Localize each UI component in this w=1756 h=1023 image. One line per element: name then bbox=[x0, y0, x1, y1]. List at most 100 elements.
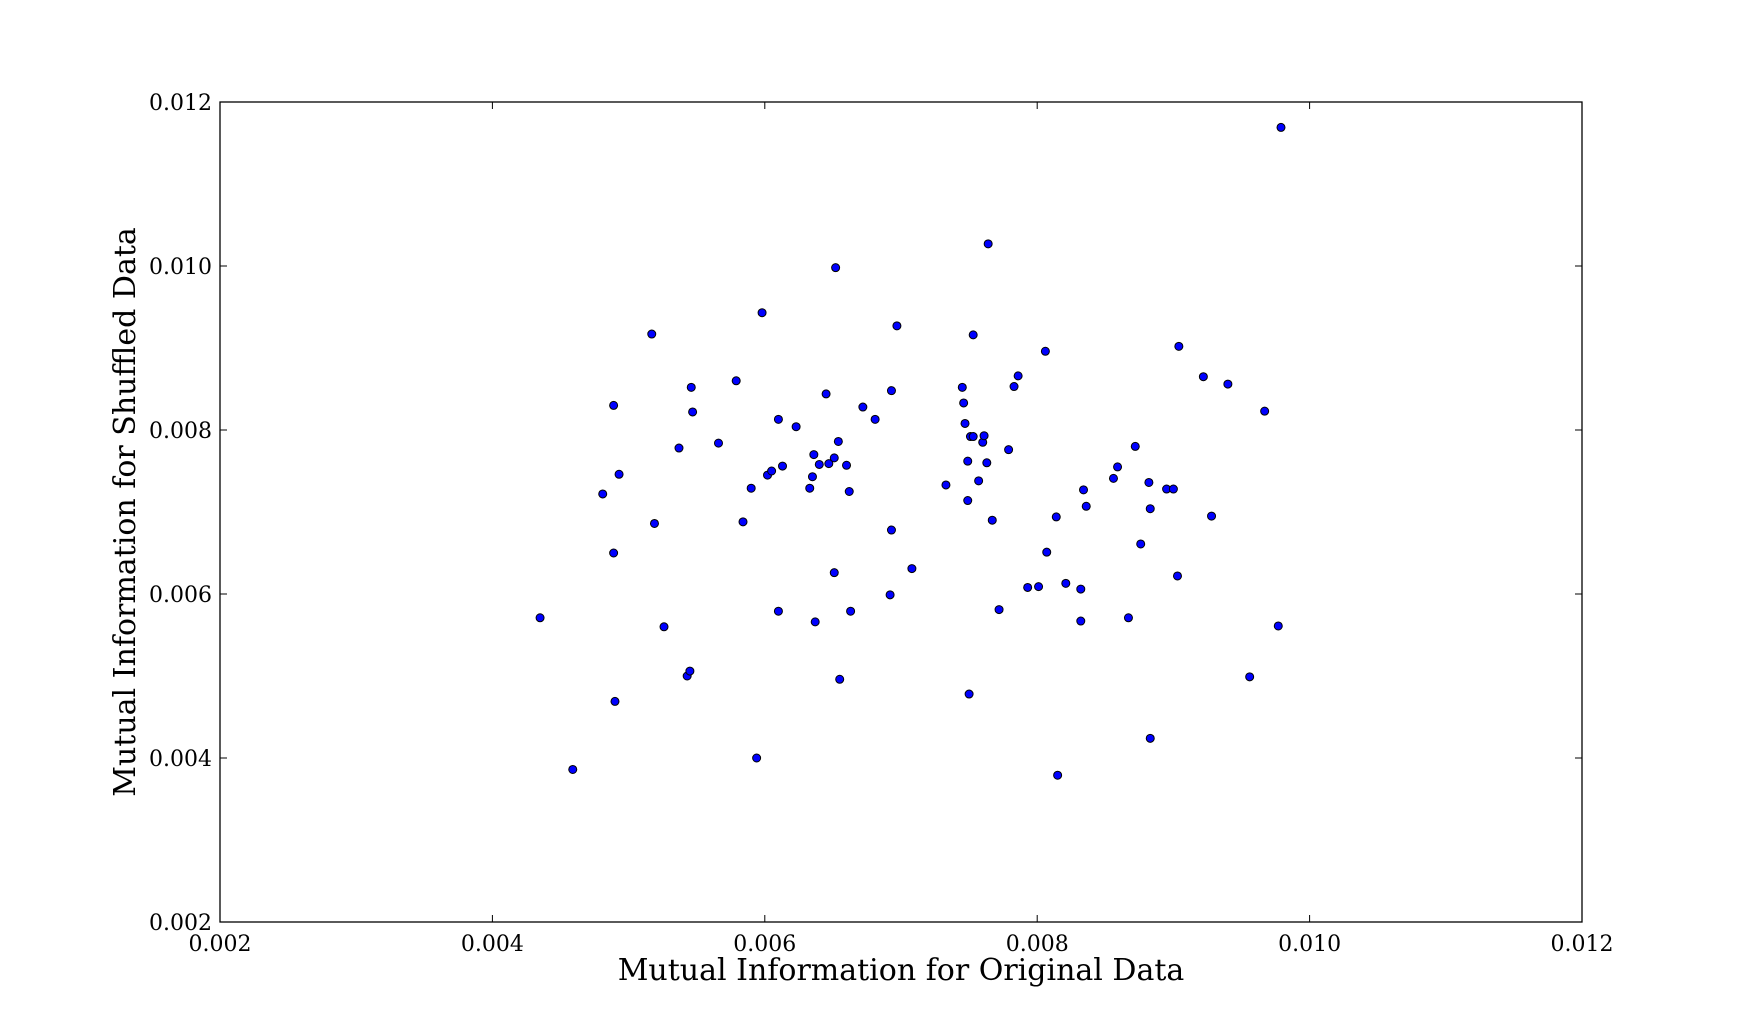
data-point bbox=[1145, 733, 1155, 743]
data-point bbox=[963, 456, 973, 466]
data-point bbox=[1040, 346, 1050, 356]
data-point bbox=[885, 590, 895, 600]
data-point bbox=[713, 438, 723, 448]
x-tick-label: 0.010 bbox=[1278, 932, 1341, 957]
data-point bbox=[831, 263, 841, 273]
y-tick-label: 0.008 bbox=[149, 419, 212, 444]
data-point bbox=[814, 459, 824, 469]
data-point bbox=[609, 548, 619, 558]
data-point bbox=[846, 606, 856, 616]
data-point bbox=[829, 568, 839, 578]
data-point bbox=[1042, 547, 1052, 557]
data-point bbox=[609, 400, 619, 410]
data-point bbox=[1013, 371, 1023, 381]
x-tick-label: 0.012 bbox=[1551, 932, 1614, 957]
data-point bbox=[757, 308, 767, 318]
axis-ticks: 0.002 0.004 0.006 0.008 0.010 0.012 0.002 0.004… bbox=[149, 91, 1613, 957]
data-point bbox=[1023, 582, 1033, 592]
data-point bbox=[649, 518, 659, 528]
x-tick-label: 0.004 bbox=[461, 932, 524, 957]
data-point bbox=[821, 389, 831, 399]
data-point bbox=[809, 450, 819, 460]
data-point bbox=[957, 382, 967, 392]
y-axis-title: Mutual Information for Shuffled Data bbox=[108, 227, 143, 797]
data-point bbox=[870, 414, 880, 424]
data-point bbox=[835, 674, 845, 684]
data-point bbox=[1123, 613, 1133, 623]
data-point bbox=[1144, 477, 1154, 487]
y-tick-label: 0.002 bbox=[149, 911, 212, 936]
x-tick-label: 0.006 bbox=[733, 932, 796, 957]
x-tick-label: 0.002 bbox=[189, 932, 252, 957]
data-point bbox=[688, 407, 698, 417]
data-point bbox=[767, 466, 777, 476]
data-point bbox=[983, 239, 993, 249]
data-point bbox=[941, 480, 951, 490]
data-point bbox=[907, 564, 917, 574]
data-point bbox=[1108, 473, 1118, 483]
data-point bbox=[892, 321, 902, 331]
data-point bbox=[773, 606, 783, 616]
data-point bbox=[982, 458, 992, 468]
data-point bbox=[824, 459, 834, 469]
data-point bbox=[833, 436, 843, 446]
data-point bbox=[886, 525, 896, 535]
data-point bbox=[807, 472, 817, 482]
data-point bbox=[1174, 341, 1184, 351]
data-point bbox=[1053, 770, 1063, 780]
data-point bbox=[746, 483, 756, 493]
data-point bbox=[842, 460, 852, 470]
data-point bbox=[1172, 571, 1182, 581]
data-point bbox=[1061, 578, 1071, 588]
data-point bbox=[1009, 382, 1019, 392]
data-point bbox=[773, 414, 783, 424]
data-point bbox=[752, 753, 762, 763]
plot-frame bbox=[219, 101, 1583, 923]
data-point bbox=[968, 432, 978, 442]
y-tick-label: 0.006 bbox=[149, 583, 212, 608]
data-point bbox=[1145, 504, 1155, 514]
data-point bbox=[685, 666, 695, 676]
data-point bbox=[1245, 672, 1255, 682]
data-point bbox=[1168, 484, 1178, 494]
data-point bbox=[987, 515, 997, 525]
data-point bbox=[1113, 462, 1123, 472]
data-point bbox=[738, 517, 748, 527]
data-point bbox=[1260, 406, 1270, 416]
data-point bbox=[974, 476, 984, 486]
data-point bbox=[959, 398, 969, 408]
data-point bbox=[610, 696, 620, 706]
data-point bbox=[1273, 621, 1283, 631]
data-point bbox=[1223, 379, 1233, 389]
data-point bbox=[1079, 485, 1089, 495]
data-point bbox=[960, 418, 970, 428]
data-point bbox=[535, 613, 545, 623]
data-point bbox=[963, 496, 973, 506]
data-points bbox=[535, 122, 1286, 780]
data-point bbox=[810, 617, 820, 627]
data-point bbox=[858, 402, 868, 412]
data-point bbox=[964, 689, 974, 699]
y-tick-label: 0.010 bbox=[149, 255, 212, 280]
x-axis-title: Mutual Information for Original Data bbox=[618, 953, 1185, 988]
data-point bbox=[1130, 441, 1140, 451]
data-point bbox=[647, 329, 657, 339]
data-point bbox=[1276, 122, 1286, 132]
data-point bbox=[968, 330, 978, 340]
data-point bbox=[731, 376, 741, 386]
x-tick-label: 0.008 bbox=[1006, 932, 1069, 957]
data-point bbox=[674, 443, 684, 453]
data-point bbox=[886, 386, 896, 396]
data-point bbox=[805, 483, 815, 493]
data-point bbox=[568, 764, 578, 774]
data-point bbox=[1081, 501, 1091, 511]
data-point bbox=[994, 605, 1004, 615]
y-tick-label: 0.004 bbox=[149, 747, 212, 772]
data-point bbox=[1198, 372, 1208, 382]
data-point bbox=[778, 461, 788, 471]
data-point bbox=[1051, 512, 1061, 522]
data-point bbox=[1034, 582, 1044, 592]
data-point bbox=[1076, 616, 1086, 626]
data-point bbox=[614, 469, 624, 479]
